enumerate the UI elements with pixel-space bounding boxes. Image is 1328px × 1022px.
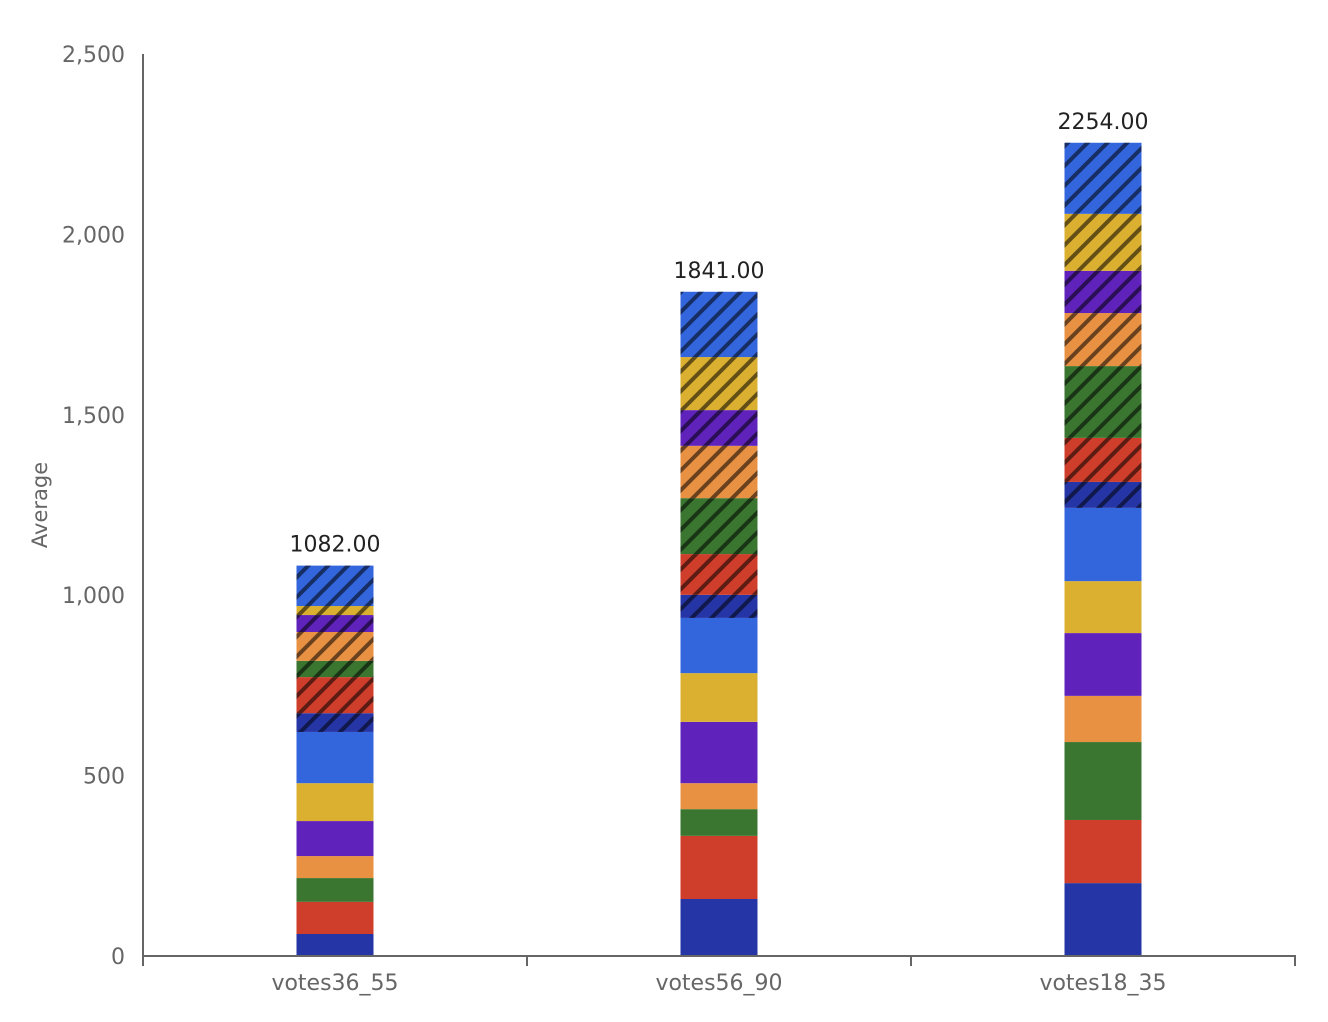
bar-segment-red — [296, 901, 374, 934]
bar-segment-hatch-navy-hatched — [296, 713, 374, 732]
bar-segment-purple — [1064, 633, 1142, 696]
bar-segment-hatch-red-hatched — [296, 677, 374, 714]
bar-segment-hatch-green-hatched — [1064, 366, 1142, 438]
bar-segment-hatch-blue-hatched — [296, 565, 374, 607]
bar-segment-hatch-green-hatched — [296, 660, 374, 678]
bar-segment-green — [680, 809, 758, 836]
bars-group — [296, 142, 1142, 956]
bar-segment-green — [1064, 742, 1142, 820]
axes-group: Average — [28, 54, 1296, 957]
bar-segment-hatch-red-hatched — [1064, 437, 1142, 482]
bar-segment-orange — [680, 783, 758, 810]
y-axis-title: Average — [28, 462, 52, 548]
bar-total-label: 1841.00 — [674, 259, 765, 284]
bar-segment-hatch-orange-hatched — [296, 632, 374, 661]
bar-segment-orange — [1064, 695, 1142, 743]
bar-segment-hatch-purple-hatched — [680, 410, 758, 446]
bar-segment-red — [680, 835, 758, 899]
bar-segment-blue — [1064, 507, 1142, 582]
bar-segment-green — [296, 878, 374, 902]
bar-segment-hatch-navy-hatched — [680, 594, 758, 618]
total-labels-group: 1082.00 1841.00 2254.00 — [290, 110, 1149, 558]
y-tick-label: 2,500 — [62, 43, 125, 68]
x-category-label: votes36_55 — [271, 971, 398, 996]
y-tick-label: 1,500 — [62, 404, 125, 429]
bar-segment-hatch-green-hatched — [680, 498, 758, 555]
bar-segment-navy — [680, 898, 758, 956]
bar-segment-orange — [296, 856, 374, 879]
bar-segment-red — [1064, 819, 1142, 884]
bar-segment-hatch-orange-hatched — [1064, 313, 1142, 367]
bar-segment-yellow — [1064, 581, 1142, 634]
bar-total-label: 2254.00 — [1058, 110, 1149, 135]
y-tick-label: 2,000 — [62, 223, 125, 248]
y-tick-label: 500 — [83, 765, 125, 790]
y-tick-label: 1,000 — [62, 584, 125, 609]
bar-segment-purple — [296, 821, 374, 857]
bar-segment-blue — [680, 617, 758, 674]
bar-total-label: 1082.00 — [290, 533, 381, 558]
bar-segment-hatch-blue-hatched — [680, 291, 758, 358]
bar-segment-purple — [680, 721, 758, 784]
x-ticks-group: votes36_55 votes56_90 votes18_35 — [142, 956, 1296, 996]
bar-segment-hatch-purple-hatched — [296, 615, 374, 633]
bar-segment-blue — [296, 731, 374, 784]
y-ticks-group: 0 500 1,000 1,500 2,000 2,500 — [62, 43, 125, 970]
bar-segment-navy — [296, 933, 374, 956]
bar-segment-hatch-red-hatched — [680, 554, 758, 595]
bar-segment-hatch-navy-hatched — [1064, 481, 1142, 508]
bar-segment-hatch-purple-hatched — [1064, 270, 1142, 314]
bar-segment-hatch-orange-hatched — [680, 445, 758, 499]
bar-segment-yellow — [680, 673, 758, 722]
bar-segment-hatch-yellow-hatched — [296, 606, 374, 616]
x-category-label: votes56_90 — [655, 971, 782, 996]
x-category-label: votes18_35 — [1039, 971, 1166, 996]
bar-segment-hatch-blue-hatched — [1064, 142, 1142, 214]
bar-segment-hatch-yellow-hatched — [680, 357, 758, 411]
bar-segment-navy — [1064, 883, 1142, 956]
bar-segment-yellow — [296, 783, 374, 822]
bar-segment-hatch-yellow-hatched — [1064, 213, 1142, 271]
y-tick-label: 0 — [111, 945, 125, 970]
